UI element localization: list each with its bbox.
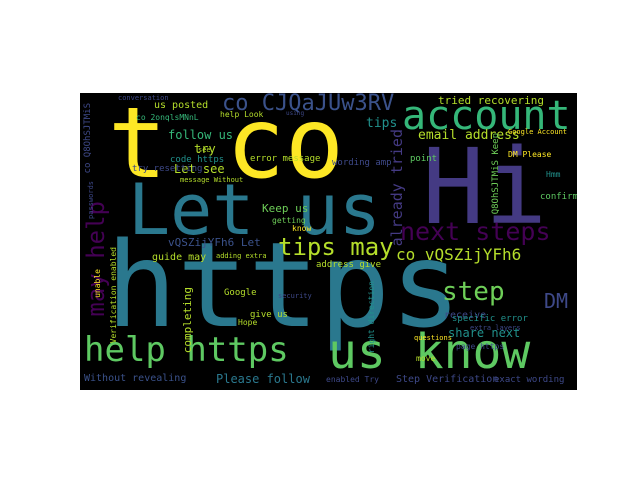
word-point: point xyxy=(410,154,438,164)
word-share-next: share next xyxy=(448,326,521,340)
word-please-follow: Please follow xyxy=(216,372,310,386)
word-dm: DM xyxy=(544,289,569,313)
word-co-cjq: co CJQaJUw3RV xyxy=(222,93,395,116)
word-let-us: Let us xyxy=(128,169,381,251)
word-google: Google xyxy=(224,288,257,298)
word-error-message: error message xyxy=(250,154,321,164)
word-right-direction: right direction xyxy=(367,281,376,354)
word-lets-see: Let see xyxy=(174,162,225,176)
word-without-revealing: Without revealing xyxy=(84,373,187,384)
word-security: security xyxy=(278,292,312,300)
word-step-verification: Step Verification xyxy=(396,374,499,385)
word-already-tried: already tried xyxy=(388,129,406,247)
word-try: try xyxy=(194,142,216,156)
word-using: using xyxy=(286,110,305,117)
word-google-account: Google Account xyxy=(508,128,568,136)
word-co-vqs: co vQSZijYFh6 xyxy=(396,245,522,264)
word-address-give: address give xyxy=(316,260,382,270)
word-co-2on: co 2onqlsMNnL xyxy=(136,113,199,122)
word-message-without: message Without xyxy=(180,176,244,184)
word-wording-amp: wording amp xyxy=(332,158,392,168)
word-help-https: help https xyxy=(84,330,289,370)
word-tips-may: tips may xyxy=(278,233,394,261)
word-give-us: give us xyxy=(250,310,288,320)
word-dm-please: DM Please xyxy=(508,150,552,159)
word-confirm: confirm xyxy=(540,192,577,202)
word-email-address: email address xyxy=(418,128,520,143)
word-completing: completing xyxy=(181,287,194,354)
word-questions: questions xyxy=(414,334,452,342)
word-tried-recovering: tried recovering xyxy=(438,94,544,107)
word-hi: Hi xyxy=(422,126,548,248)
word-step: step xyxy=(442,277,505,307)
word-passwords: passwords xyxy=(87,181,95,219)
word-account: account xyxy=(402,93,571,139)
word-help-look: help Look xyxy=(220,110,264,119)
word-extra-layers: extra layers xyxy=(470,324,521,332)
word-getting: getting xyxy=(272,216,306,225)
word-us-posted: us posted xyxy=(154,100,209,111)
word-receive: receive xyxy=(444,310,487,321)
word-know: know xyxy=(292,224,312,233)
word-specific-error: specific error xyxy=(452,314,528,324)
word-adding-extra: adding extra xyxy=(216,252,267,260)
word-https: https xyxy=(106,216,462,354)
word-co-q80: co Q8OhSJTMiS xyxy=(83,103,93,174)
word-try-resetting: try resetting xyxy=(132,164,203,174)
word-vqs-let: vQSZijYFh6 Let xyxy=(168,236,261,249)
word-cloud: https Hi t co Let us us know account hel… xyxy=(80,93,577,390)
word-tips: tips xyxy=(366,116,398,131)
word-unable: unable xyxy=(93,269,102,298)
word-see: see xyxy=(198,146,211,154)
word-move: move xyxy=(416,354,436,363)
word-page-https: page https xyxy=(456,342,505,351)
word-code-https: code https xyxy=(170,155,225,165)
word-hope: Hope xyxy=(238,318,258,327)
word-enabled-try: enabled Try xyxy=(326,375,379,384)
word-next-steps: next steps xyxy=(400,217,551,246)
word-verification-enabled: Verification enabled xyxy=(109,247,118,344)
word-conversation: conversation xyxy=(118,94,169,102)
word-follow-us: follow us xyxy=(168,128,234,142)
word-us-know: us know xyxy=(328,324,531,380)
word-exact-wording: exact wording xyxy=(494,375,565,385)
word-hmm: Hmm xyxy=(546,170,561,179)
word-guide-may: guide may xyxy=(152,252,207,263)
word-q80-keep: Q8OhSJTMiS Keep xyxy=(491,133,501,215)
word-keep-us: Keep us xyxy=(262,202,309,215)
word-t-co: t co xyxy=(108,93,345,201)
